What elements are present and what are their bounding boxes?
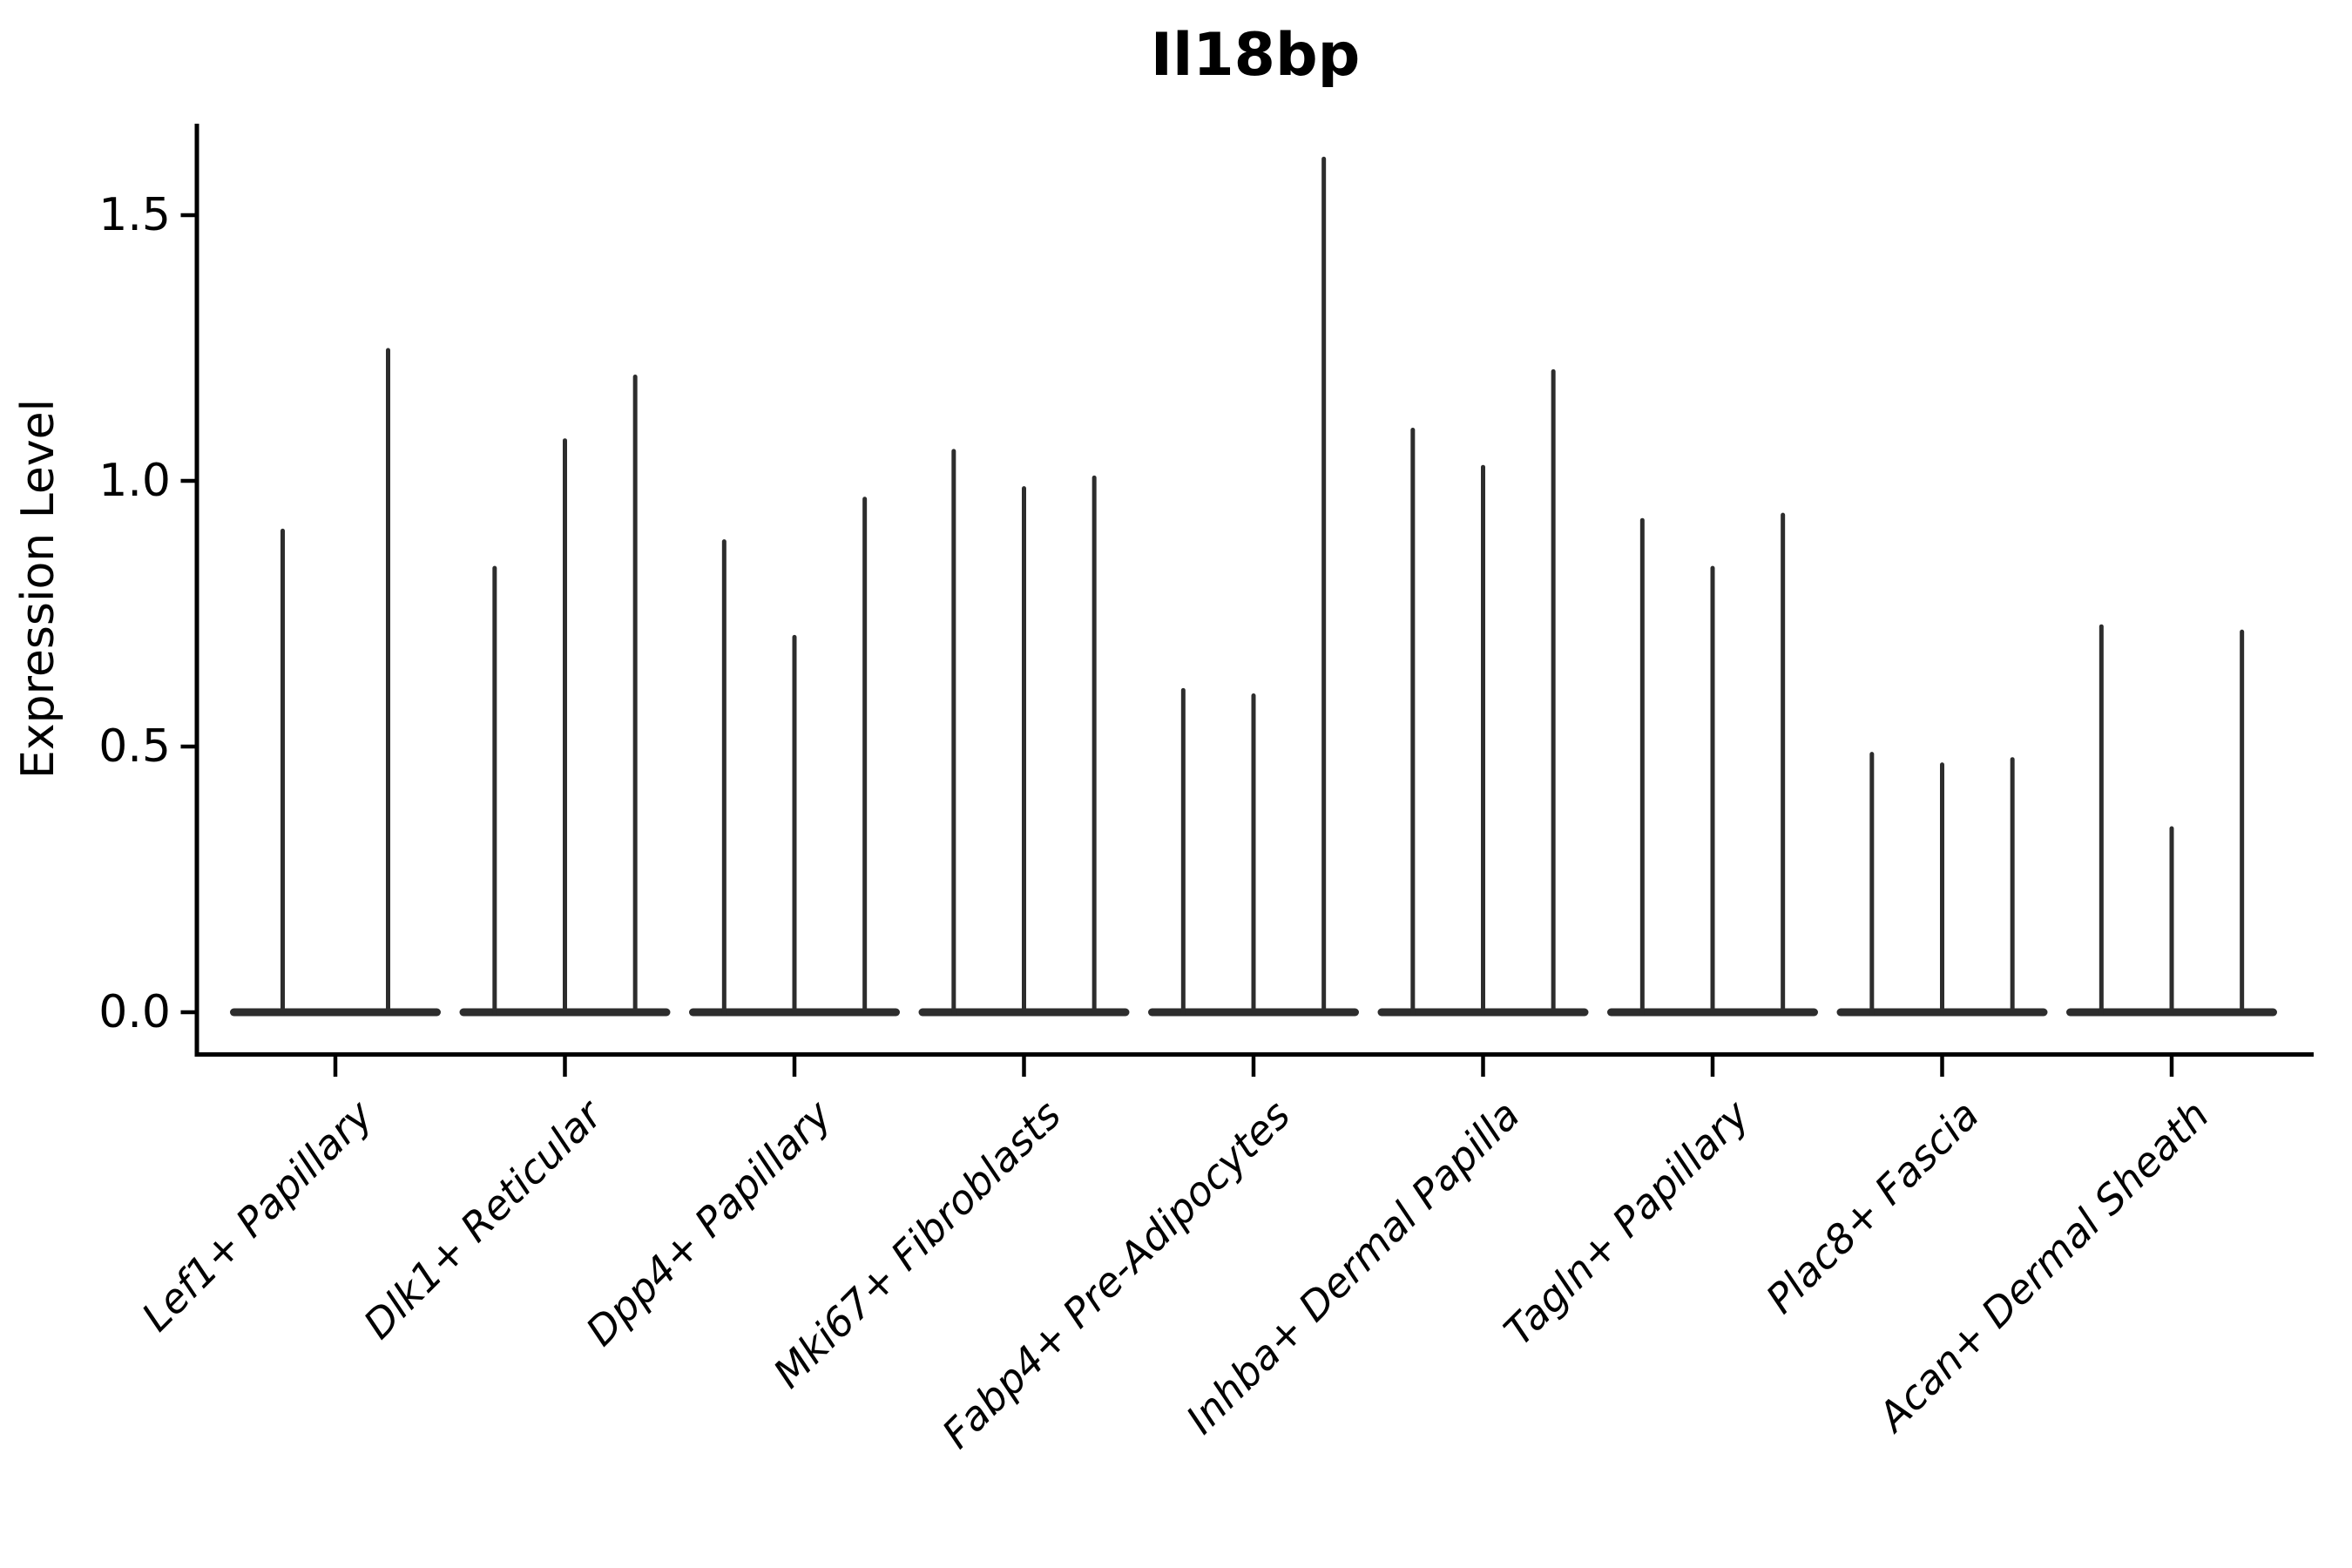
violin-spike (1092, 475, 1097, 1017)
violin-spike (792, 634, 797, 1017)
y-tick-label: 1.5 (98, 189, 171, 241)
violin-spike (280, 528, 285, 1017)
y-tick-mark (180, 744, 195, 749)
violin-spike (1481, 464, 1485, 1017)
x-tick-mark (333, 1057, 338, 1077)
violin-spike (2240, 629, 2245, 1017)
x-tick-mark (792, 1057, 797, 1077)
y-tick-mark (180, 478, 195, 483)
x-tick-mark (1710, 1057, 1715, 1077)
x-tick-mark (563, 1057, 567, 1077)
violin-spike (563, 438, 567, 1017)
x-tick-mark (1940, 1057, 1944, 1077)
x-tick-mark (1022, 1057, 1026, 1077)
violin-spike (2099, 624, 2104, 1017)
violin-spike (632, 375, 638, 1017)
y-tick-mark (180, 1010, 195, 1015)
y-axis-spine (194, 124, 199, 1057)
y-tick-label: 0.0 (98, 986, 171, 1038)
violin-spike (492, 565, 497, 1017)
violin-spike (1710, 565, 1715, 1017)
x-axis-spine (194, 1052, 2314, 1057)
violin-spike (721, 539, 727, 1017)
violin-spike (386, 348, 390, 1017)
y-tick-label: 0.5 (98, 720, 171, 773)
x-tick-mark (2169, 1057, 2174, 1077)
x-tick-mark (1481, 1057, 1485, 1077)
violin-spike (2010, 757, 2015, 1017)
violin-spike (1869, 752, 1875, 1017)
violin-spike (1251, 693, 1256, 1017)
violin-spike (1180, 687, 1186, 1017)
violin-spike (951, 449, 956, 1017)
violin-spike (1410, 428, 1416, 1017)
y-tick-label: 1.0 (98, 455, 171, 507)
x-tick-mark (1251, 1057, 1256, 1077)
violin-spike (1022, 486, 1026, 1017)
violin-spike (1940, 762, 1944, 1017)
violin-spike (1781, 512, 1786, 1017)
violin-spike (1639, 517, 1645, 1017)
violin-base (230, 1008, 441, 1017)
plot-title: Il18bp (1150, 21, 1361, 90)
violin-spike (2169, 826, 2174, 1017)
violin-spike (1551, 368, 1556, 1017)
y-tick-mark (180, 213, 195, 218)
violin-spike (862, 497, 868, 1017)
violin-spike (1321, 156, 1327, 1017)
